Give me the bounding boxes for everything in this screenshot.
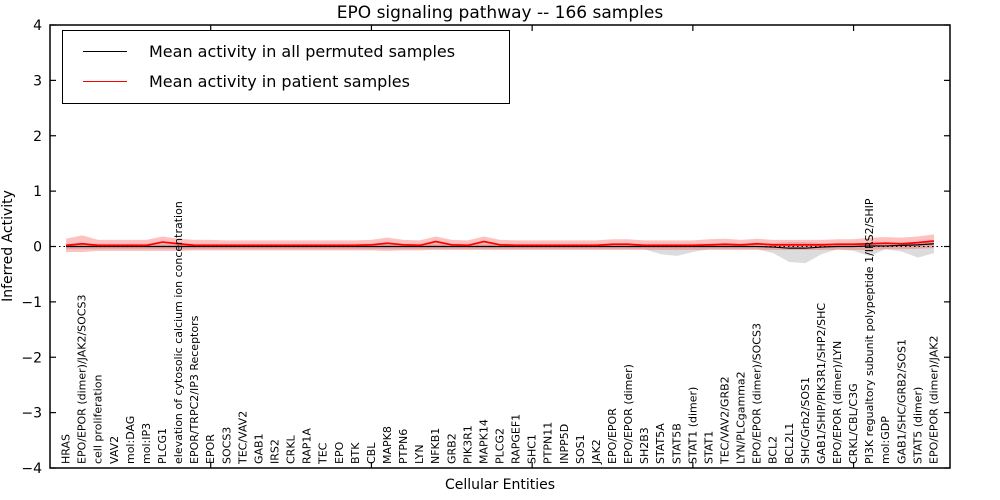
y-tick-label: −3 — [21, 406, 42, 422]
y-tick-label: 4 — [33, 18, 42, 34]
x-category-label: SOS1 — [574, 434, 587, 464]
legend-label-patient: Mean activity in patient samples — [149, 71, 410, 91]
x-category-label: VAV2 — [108, 436, 121, 464]
x-category-label: PLCG2 — [494, 428, 507, 464]
y-tick-label: 1 — [33, 184, 42, 200]
legend-entry-permuted: Mean activity in all permuted samples — [63, 36, 509, 66]
mean-line-patient — [65, 240, 935, 247]
x-category-label: SOCS3 — [220, 427, 233, 464]
y-tick-label: −1 — [21, 295, 42, 311]
x-category-label: HRAS — [60, 434, 73, 464]
x-category-label: PTPN6 — [397, 429, 410, 464]
x-category-label: EPO/EPOR (dimer) — [622, 364, 635, 464]
x-category-label: MAPK14 — [477, 419, 490, 464]
legend-label-permuted: Mean activity in all permuted samples — [149, 41, 456, 61]
x-category-label: CRKL/CBL/C3G — [847, 383, 860, 464]
chart-title: EPO signaling pathway -- 166 samples — [336, 3, 664, 23]
x-category-label: LYN — [413, 444, 426, 464]
x-category-label: GAB1/SHC/GRB2/SOS1 — [895, 339, 908, 464]
x-category-label: EPO/EPOR (dimer)/JAK2 — [927, 336, 940, 464]
x-category-label: EPO/EPOR (dimer)/JAK2/SOCS3 — [76, 295, 89, 464]
x-category-label: STAT1 (dimer) — [686, 387, 699, 464]
y-tick-label: 3 — [33, 73, 42, 89]
x-category-label: TEC/VAV2/GRB2 — [719, 376, 732, 465]
x-category-label: PI3K regualtory subunit polypeptide 1/IR… — [863, 198, 876, 464]
x-category-label: mol:GDP — [879, 416, 892, 464]
legend: Mean activity in all permuted samples Me… — [62, 30, 510, 104]
x-category-label: EPO/EPOR — [606, 408, 619, 464]
legend-line-permuted-icon — [83, 50, 127, 52]
x-category-label: EPO/EPOR (dimer)/LYN — [831, 341, 844, 464]
x-category-label: BCL2 — [767, 436, 780, 464]
y-tick-label: −2 — [21, 350, 42, 366]
x-category-label: GAB1 — [252, 433, 265, 464]
x-category-label: STAT1 — [702, 431, 715, 464]
x-category-label: LYN/PLCgamma2 — [735, 371, 748, 464]
x-category-label: CRKL — [285, 434, 298, 464]
x-category-label: STAT5A — [654, 423, 667, 464]
x-category-label: EPO/EPOR (dimer)/SOCS3 — [751, 323, 764, 464]
x-category-label: JAK2 — [590, 439, 603, 465]
x-category-label: PLCG1 — [156, 428, 169, 464]
x-category-label: RAP1A — [301, 428, 314, 464]
y-tick-label: −4 — [21, 461, 42, 477]
x-category-label: GAB1/SHIP/PIK3R1/SHP2/SHC — [815, 303, 828, 464]
x-category-label: mol:DAG — [124, 416, 137, 464]
x-category-label: EPOR/TRPC2/IP3 Receptors — [188, 315, 201, 464]
x-category-label: cell proliferation — [92, 374, 105, 464]
x-category-label: RAPGEF1 — [510, 414, 523, 464]
x-category-label: elevation of cytosolic calcium ion conce… — [172, 201, 185, 464]
x-category-label: STAT5B — [670, 423, 683, 464]
x-category-label: SH2B3 — [638, 427, 651, 464]
x-category-label: TEC — [317, 442, 330, 465]
x-category-label: PIK3R1 — [461, 425, 474, 464]
x-category-label: PTPN11 — [542, 422, 555, 464]
x-category-label: SHC/Grb2/SOS1 — [799, 377, 812, 464]
x-category-label: mol:IP3 — [140, 423, 153, 464]
x-category-label: EPO — [333, 441, 346, 464]
x-category-label: CBL — [365, 442, 378, 464]
x-category-label: GRB2 — [445, 433, 458, 464]
x-category-label: SHC1 — [526, 434, 539, 464]
x-category-label: EPOR — [204, 434, 217, 464]
x-axis-label: Cellular Entities — [444, 477, 556, 493]
x-category-label: MAPK8 — [381, 426, 394, 464]
y-tick-label: 0 — [33, 240, 42, 256]
x-category-label: IRS2 — [269, 439, 282, 464]
x-category-label: NFKB1 — [429, 428, 442, 464]
x-category-label: INPP5D — [558, 424, 571, 464]
legend-line-patient-icon — [83, 80, 127, 82]
x-category-label: BCL2L1 — [783, 423, 796, 464]
x-category-label: TEC/VAV2 — [236, 411, 249, 465]
legend-entry-patient: Mean activity in patient samples — [63, 66, 509, 96]
x-category-label: BTK — [349, 442, 362, 464]
x-category-label: STAT5 (dimer) — [911, 387, 924, 464]
y-tick-label: 2 — [33, 129, 42, 145]
band-patient — [66, 234, 934, 253]
